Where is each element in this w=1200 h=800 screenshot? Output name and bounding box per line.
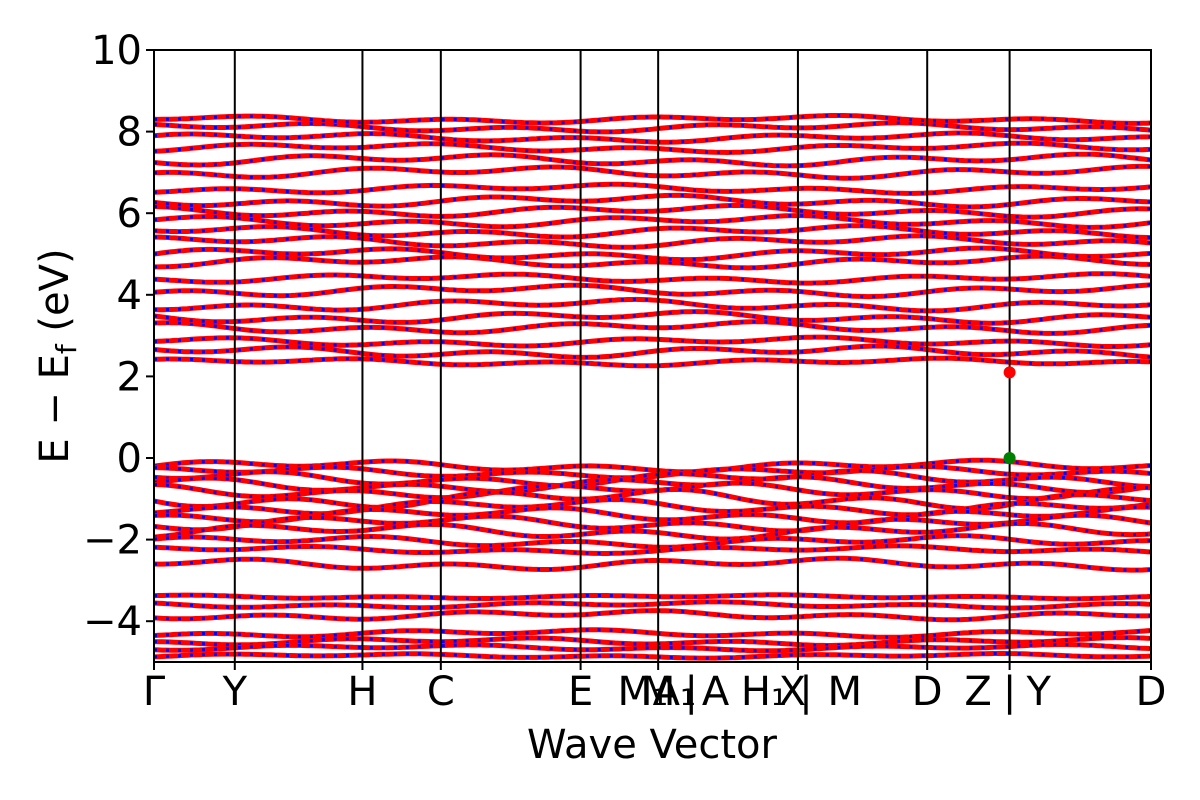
band-spin-up <box>153 203 1151 220</box>
band-spin-up <box>153 130 1151 145</box>
y-axis-label-unit: (eV) <box>32 248 78 344</box>
kpath-lines <box>233 50 1011 662</box>
x-tick-label: | <box>685 669 698 715</box>
y-axis-label-main: E − E <box>32 354 78 464</box>
x-tick-label: | <box>1003 669 1016 715</box>
x-tick-label: M₁ <box>618 669 669 715</box>
band-spin-up <box>153 282 1152 300</box>
x-tick-label: H₁ <box>741 669 787 715</box>
band-spin-up <box>153 642 1152 654</box>
band-spin-up <box>153 319 1152 336</box>
band-spin-up <box>153 543 1152 556</box>
y-tick-label: 8 <box>117 110 142 156</box>
x-tick-label: Γ <box>143 669 166 715</box>
x-axis-label: Wave Vector <box>527 722 778 768</box>
band-spin-up <box>153 223 1152 241</box>
x-tick-label: | <box>799 669 812 715</box>
band-spin-up <box>153 163 1152 181</box>
band-spin-up <box>153 151 1152 169</box>
extrema-markers <box>1003 366 1016 464</box>
vbm-marker <box>1003 452 1016 464</box>
band-spin-up <box>153 355 1152 369</box>
band-spin-up <box>154 233 1152 250</box>
y-tick-label: 0 <box>117 436 142 482</box>
y-axis-label: E − Ef (eV) <box>32 248 83 463</box>
band-spin-up <box>153 113 1152 126</box>
x-tick-label: C <box>427 669 455 715</box>
plot-frame <box>153 49 1152 663</box>
band-spin-up <box>153 533 1151 550</box>
y-tick-label: 2 <box>117 354 142 400</box>
x-tick-label: A₁ <box>653 669 696 715</box>
band-lines <box>153 113 1152 661</box>
x-tick-label: H <box>347 669 377 715</box>
band-spin-up <box>153 555 1152 573</box>
y-tick-label: −2 <box>83 518 142 564</box>
x-tick-label: Y <box>222 669 248 715</box>
band-spin-up <box>153 627 1152 640</box>
band-spin-up <box>153 599 1152 611</box>
band-spin-up <box>153 192 1152 210</box>
y-tick-label: 6 <box>117 191 142 237</box>
band-spin-up <box>153 271 1152 286</box>
x-tick-label: D <box>912 669 943 715</box>
band-spin-up <box>153 140 1152 156</box>
band-spin-up <box>153 334 1152 349</box>
band-spin-up <box>153 608 1152 623</box>
band-spin-up <box>153 651 1152 661</box>
band-spin-up <box>153 120 1152 135</box>
band-spin-up <box>153 343 1152 360</box>
x-tick-label: E <box>568 669 593 715</box>
band-spin-up <box>153 592 1152 602</box>
x-tick-label: M <box>828 669 863 715</box>
y-tick-label: 4 <box>117 273 142 319</box>
x-tick-label: Y <box>1025 669 1051 715</box>
band-spin-up <box>153 213 1152 230</box>
x-tick-label: D <box>1136 669 1167 715</box>
band-spin-up <box>153 245 1152 263</box>
band-spin-up <box>153 296 1152 314</box>
x-tick-label: Z <box>964 669 991 715</box>
x-tick-label: A <box>702 669 730 715</box>
band-spin-up <box>153 181 1152 196</box>
band-spin-up <box>153 635 1152 648</box>
band-spin-up <box>153 521 1152 542</box>
band-spin-up <box>154 253 1152 271</box>
y-tick-label: 10 <box>91 28 142 74</box>
band-spin-up <box>153 309 1152 326</box>
y-axis-label-sub: f <box>50 343 83 354</box>
y-tick-label: −4 <box>83 599 142 645</box>
x-tick-label: X <box>779 669 806 715</box>
cbm-marker <box>1003 366 1016 379</box>
band-spin-up <box>153 504 1152 526</box>
x-tick-label: M <box>641 669 676 715</box>
y-axis-ticks: 10 8 6 4 2 0 −2 −4 <box>83 28 154 645</box>
